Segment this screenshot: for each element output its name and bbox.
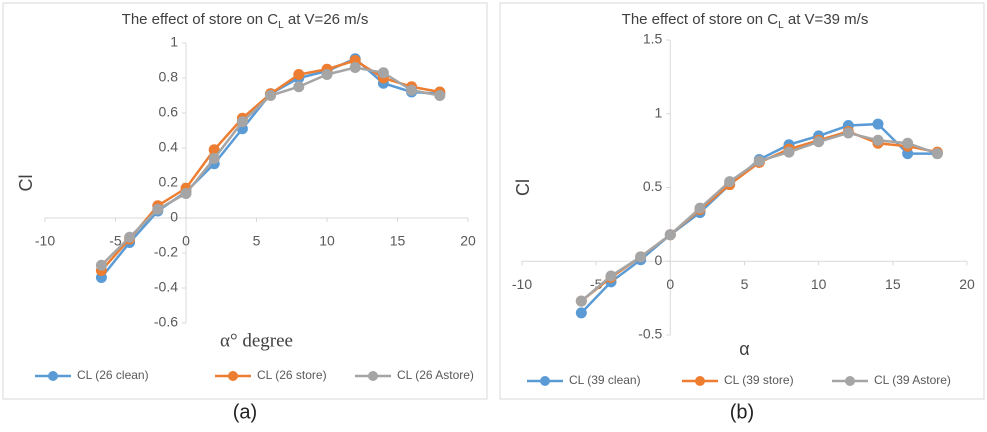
- data-point: [180, 188, 192, 199]
- legend-marker: [228, 371, 238, 381]
- x-tick-label: -10: [35, 233, 55, 249]
- title-part: The effect of store on C: [122, 11, 279, 28]
- title-part: at V=26 m/s: [284, 11, 369, 28]
- data-point: [434, 90, 446, 101]
- legend-label: CL (39 clean): [569, 373, 641, 387]
- y-axis-label: Cl: [513, 179, 533, 196]
- y-tick-label: -0.4: [154, 279, 178, 295]
- x-tick-label: 0: [666, 276, 674, 292]
- data-point: [694, 202, 706, 214]
- x-tick-label: 10: [811, 276, 827, 292]
- title-part: The effect of store on C: [622, 11, 779, 28]
- legend-label: CL (39 store): [724, 373, 794, 387]
- caption: (a): [233, 401, 257, 423]
- title-part: L: [778, 20, 784, 31]
- data-point: [321, 69, 333, 80]
- data-point: [872, 118, 884, 130]
- data-point: [635, 251, 647, 263]
- legend-marker: [695, 376, 705, 386]
- legend-label: CL (26 store): [257, 368, 327, 382]
- title-part: L: [278, 20, 284, 31]
- legend-marker: [540, 376, 550, 386]
- data-point: [293, 69, 305, 80]
- chart-title: The effect of store on CL at V=39 m/s: [622, 11, 869, 31]
- data-point: [208, 153, 220, 164]
- x-tick-label: 15: [885, 276, 901, 292]
- data-point: [931, 148, 943, 160]
- x-tick-label: 10: [319, 233, 335, 249]
- chart-panel: The effect of store on CL at V=26 m/s -10…: [2, 2, 488, 423]
- chart-panel: The effect of store on CL at V=39 m/s -10…: [499, 2, 985, 423]
- data-point: [872, 134, 884, 146]
- legend-label: CL (26 clean): [77, 368, 149, 382]
- caption: (b): [730, 401, 754, 423]
- x-axis-label: α° degree: [220, 330, 293, 351]
- y-tick-label: 0.6: [159, 104, 179, 120]
- data-point: [842, 127, 854, 139]
- y-tick-label: 0: [655, 252, 663, 268]
- legend-marker: [48, 371, 58, 381]
- data-point: [349, 62, 361, 73]
- title-part: at V=39 m/s: [784, 11, 869, 28]
- x-tick-label: 15: [390, 233, 406, 249]
- data-point: [124, 231, 136, 243]
- panel-frame: [499, 2, 985, 400]
- x-tick-label: 20: [460, 233, 476, 249]
- x-tick-label: 0: [182, 233, 190, 249]
- chart-title: The effect of store on CL at V=26 m/s: [122, 11, 369, 31]
- y-tick-label: 0: [170, 209, 178, 225]
- data-point: [783, 146, 795, 158]
- legend-label: CL (39 Astore): [874, 373, 951, 387]
- data-point: [575, 295, 587, 307]
- y-tick-label: 0.5: [643, 178, 663, 194]
- data-point: [208, 144, 220, 156]
- data-point: [902, 137, 914, 149]
- y-tick-label: -0.2: [154, 244, 178, 260]
- panel-frame: [2, 2, 488, 400]
- y-tick-label: -0.6: [154, 314, 178, 330]
- x-tick-label: 5: [741, 276, 749, 292]
- data-point: [605, 270, 617, 282]
- data-point: [724, 176, 736, 188]
- data-point: [813, 136, 825, 148]
- data-point: [152, 203, 164, 215]
- x-tick-label: 20: [959, 276, 975, 292]
- data-point: [236, 116, 248, 128]
- data-point: [753, 155, 765, 167]
- y-tick-label: -0.5: [638, 326, 662, 342]
- y-axis-label: Cl: [16, 175, 36, 192]
- x-tick-label: -5: [109, 233, 122, 249]
- y-tick-label: 1: [170, 34, 178, 50]
- data-point: [575, 307, 587, 319]
- x-tick-label: -10: [512, 276, 532, 292]
- data-point: [664, 229, 676, 241]
- legend-marker: [368, 371, 378, 381]
- x-axis-label: α: [739, 339, 749, 359]
- data-point: [293, 81, 305, 93]
- y-tick-label: 1: [655, 104, 663, 120]
- legend-marker: [845, 376, 855, 386]
- data-point: [406, 84, 418, 96]
- data-point: [95, 259, 107, 271]
- x-tick-label: 5: [253, 233, 261, 249]
- y-tick-label: 1.5: [643, 31, 663, 47]
- legend-label: CL (26 Astore): [397, 368, 474, 382]
- y-tick-label: 0.8: [159, 69, 179, 85]
- y-tick-label: 0.2: [159, 174, 179, 190]
- data-point: [265, 90, 277, 101]
- data-point: [377, 67, 389, 79]
- y-tick-label: 0.4: [159, 139, 179, 155]
